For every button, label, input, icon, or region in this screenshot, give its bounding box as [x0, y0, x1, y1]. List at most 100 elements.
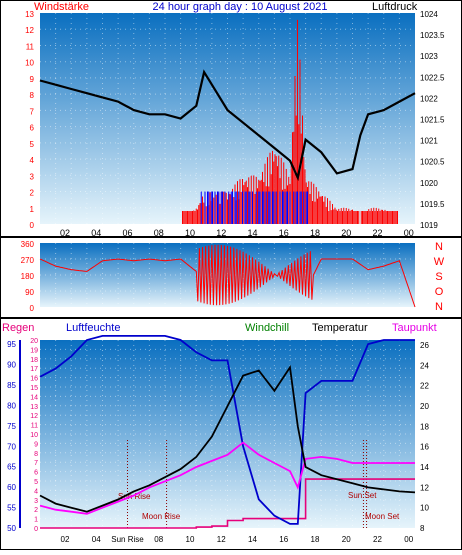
humidity-legend: Luftfeuchte	[66, 322, 120, 334]
temperature-legend: Temperatur	[312, 322, 368, 334]
pressure-tick-label: 1022.5	[420, 73, 445, 82]
rain-tick-label: 6	[34, 470, 38, 477]
pressure-tick-label: 1021	[420, 137, 438, 146]
time-tick-label: Sun Rise	[111, 535, 144, 544]
humidity-tick-label: 55	[7, 504, 16, 513]
rain-tick-label: 18	[30, 357, 38, 364]
temperature-tick-label: 16	[420, 443, 429, 452]
rain-tick-label: 17	[30, 366, 38, 373]
wind-tick-label: 4	[30, 156, 35, 165]
chart-title: 24 hour graph day : 10 August 2021	[153, 1, 328, 13]
humidity-tick-label: 75	[7, 422, 16, 431]
rain-tick-label: 15	[30, 385, 38, 392]
rain-tick-label: 0	[34, 526, 38, 533]
time-tick-label: 02	[61, 535, 70, 544]
rain-tick-label: 8	[34, 451, 38, 458]
grid	[40, 13, 415, 224]
wind-tick-label: 1	[30, 205, 35, 214]
wind-tick-label: 12	[25, 26, 34, 35]
rain-tick-label: 10	[30, 432, 38, 439]
temperature-tick-label: 18	[420, 422, 429, 431]
windchill-legend: Windchill	[245, 322, 289, 334]
wind-tick-label: 13	[25, 10, 34, 19]
wind-direction-line	[39, 244, 416, 308]
wind-tick-label: 8	[30, 91, 35, 100]
humidity-tick-label: 65	[7, 463, 16, 472]
compass-label: N	[435, 241, 443, 253]
temperature-tick-label: 24	[420, 361, 429, 370]
pressure-tick-label: 1024	[420, 10, 438, 19]
wind-tick-label: 7	[30, 107, 35, 116]
wind-tick-label: 5	[30, 140, 35, 149]
time-tick-label: 00	[404, 535, 413, 544]
time-tick-label: 12	[216, 228, 226, 238]
pressure-axis: 1019 1019.5 1020 1020.5 1021 1021.5 1022 1022.5…	[420, 10, 445, 230]
time-tick-label: 04	[92, 535, 101, 544]
wind-tick-label: 2	[30, 189, 35, 198]
temperature-line	[39, 364, 416, 513]
moon-set-label: Moon Set	[365, 512, 400, 521]
time-tick-label: 18	[311, 535, 320, 544]
temperature-tick-label: 12	[420, 483, 429, 492]
rain-tick-label: 9	[34, 441, 38, 448]
humidity-tick-label: 85	[7, 381, 16, 390]
time-tick-label: 08	[154, 228, 164, 238]
time-tick-label: 10	[185, 228, 195, 238]
temperature-tick-label: 10	[420, 504, 429, 513]
rain-tick-label: 7	[34, 460, 38, 467]
time-tick-label: 02	[60, 228, 70, 238]
temperature-tick-label: 26	[420, 341, 429, 350]
time-tick-label: 14	[247, 228, 257, 238]
direction-tick-label: 270	[21, 256, 35, 265]
time-tick-label: 16	[279, 535, 288, 544]
pressure-tick-label: 1022	[420, 94, 438, 103]
rain-legend: Regen	[2, 322, 34, 334]
time-tick-label: 06	[122, 228, 132, 238]
temperature-tick-label: 8	[420, 524, 425, 533]
compass-label: W	[434, 256, 445, 268]
rain-tick-label: 12	[30, 413, 38, 420]
time-tick-label: 12	[217, 535, 226, 544]
dewpoint-line	[39, 441, 415, 515]
pressure-line	[39, 69, 416, 182]
rain-tick-label: 11	[31, 423, 38, 430]
direction-tick-label: 0	[30, 304, 35, 313]
plot-marks	[39, 244, 416, 308]
time-tick-label: 16	[279, 228, 289, 238]
sun-set-label: Sun Set	[348, 491, 377, 500]
pressure-tick-label: 1023.5	[420, 31, 445, 40]
rain-tick-label: 13	[30, 404, 38, 411]
dewpoint-legend: Taupunkt	[392, 322, 437, 334]
humidity-tick-label: 95	[7, 340, 16, 349]
sun-rise-label: Sun Rise	[118, 492, 151, 501]
temperature-tick-label: 22	[420, 382, 429, 391]
time-tick-label: 14	[248, 535, 257, 544]
humidity-tick-label: 90	[7, 361, 16, 370]
time-tick-label: 04	[91, 228, 101, 238]
direction-axis: 0 90 180 270 360	[21, 240, 35, 313]
wind-tick-label: 0	[30, 221, 35, 230]
time-tick-label: 18	[310, 228, 320, 238]
wind-tick-label: 6	[30, 124, 35, 133]
temperature-tick-label: 20	[420, 402, 429, 411]
rain-tick-label: 1	[34, 517, 38, 524]
humidity-line	[39, 334, 415, 525]
pressure-axis-label: Luftdruck	[372, 1, 418, 13]
time-tick-label: 00	[404, 228, 414, 238]
pressure-tick-label: 1020.5	[420, 158, 445, 167]
rain-tick-label: 2	[34, 507, 38, 514]
time-tick-label: 20	[342, 535, 351, 544]
rain-tick-label: 19	[30, 347, 38, 354]
time-tick-label: 08	[154, 535, 163, 544]
time-tick-label: 20	[341, 228, 351, 238]
pressure-tick-label: 1019.5	[420, 200, 445, 209]
rain-tick-label: 20	[30, 338, 38, 345]
temperature-tick-label: 14	[420, 463, 429, 472]
humidity-tick-label: 60	[7, 483, 16, 492]
